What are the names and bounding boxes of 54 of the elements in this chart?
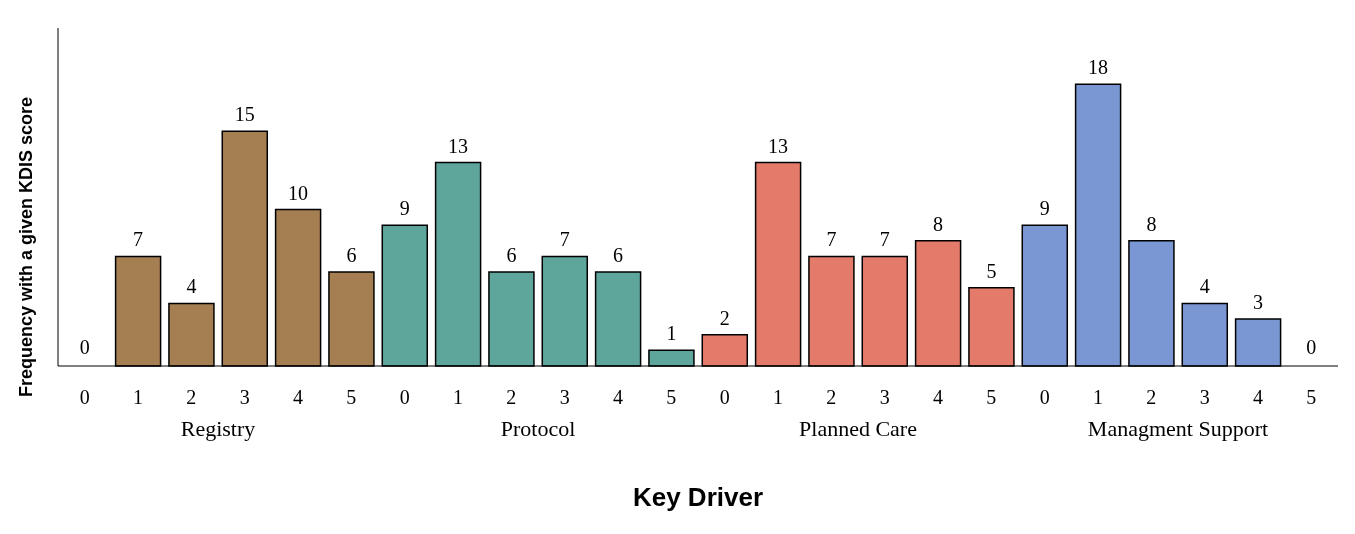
x-tick-label: 1 bbox=[773, 386, 783, 408]
text: Managment Support bbox=[1087, 416, 1269, 441]
data-label: 13 bbox=[768, 134, 789, 157]
x-tick-label: 4 bbox=[613, 386, 623, 408]
x-tick-label: 5 bbox=[346, 386, 357, 408]
x-tick-label: 2 bbox=[1146, 386, 1157, 408]
x-tick-label: 1 bbox=[1093, 386, 1103, 408]
data-label: 0 bbox=[1306, 336, 1317, 358]
data-label: 6 bbox=[506, 244, 517, 267]
x-tick-label: 0 bbox=[399, 386, 410, 408]
x-tick-label: 5 bbox=[1306, 386, 1317, 408]
x-tick-label: 5 bbox=[986, 386, 997, 408]
data-label: 4 bbox=[186, 275, 197, 298]
x-tick-label: 2 bbox=[186, 386, 197, 408]
x-tick-label: 1 bbox=[133, 386, 143, 408]
text: Protocol bbox=[500, 416, 576, 441]
data-label: 8 bbox=[933, 212, 944, 235]
x-tick-label: 3 bbox=[879, 386, 890, 408]
x-tick-label: 4 bbox=[1253, 386, 1263, 408]
data-label: 18 bbox=[1088, 56, 1109, 79]
x-tick-label: 4 bbox=[933, 386, 943, 408]
text: Registry bbox=[180, 416, 256, 441]
x-tick-label: 2 bbox=[826, 386, 837, 408]
data-label: 7 bbox=[559, 228, 570, 251]
x-tick-label: 3 bbox=[239, 386, 250, 408]
x-tick-label: 0 bbox=[1039, 386, 1050, 408]
data-label: 6 bbox=[613, 244, 624, 267]
data-label: 15 bbox=[234, 103, 255, 126]
data-label: 3 bbox=[1253, 291, 1264, 314]
data-label: 9 bbox=[1039, 197, 1050, 220]
data-label: 4 bbox=[1199, 275, 1210, 298]
data-label: 9 bbox=[399, 197, 410, 220]
data-label: 7 bbox=[879, 228, 890, 251]
data-label: 1 bbox=[666, 322, 677, 345]
x-tick-label: 0 bbox=[79, 386, 90, 408]
x-tick-label: 2 bbox=[506, 386, 517, 408]
x-tick-label: 5 bbox=[666, 386, 677, 408]
x-tick-label: 4 bbox=[293, 386, 303, 408]
data-label: 8 bbox=[1146, 212, 1157, 235]
x-tick-label: 0 bbox=[719, 386, 730, 408]
data-label: 6 bbox=[346, 244, 357, 267]
data-label: 0 bbox=[79, 336, 90, 358]
data-label: 7 bbox=[133, 228, 144, 251]
x-tick-label: 3 bbox=[1199, 386, 1210, 408]
y-axis-title: Frequency with a given KDIS score bbox=[16, 96, 36, 398]
text: Planned Care bbox=[799, 416, 917, 441]
x-tick-label: 3 bbox=[559, 386, 570, 408]
data-label: 2 bbox=[719, 306, 730, 329]
x-axis-title: Key Driver bbox=[632, 482, 764, 512]
data-label: 5 bbox=[986, 259, 997, 282]
data-label: 13 bbox=[448, 134, 469, 157]
data-label: 10 bbox=[288, 181, 309, 204]
x-tick-label: 1 bbox=[453, 386, 463, 408]
data-label: 7 bbox=[826, 228, 837, 251]
